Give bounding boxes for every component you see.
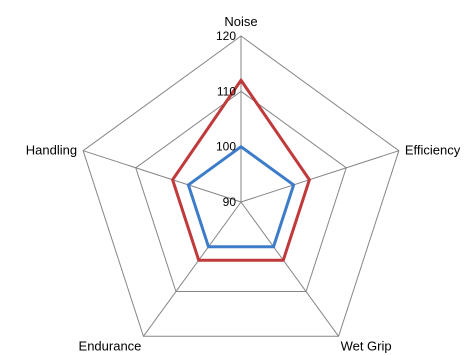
grid-spoke xyxy=(240,201,339,337)
series-line-2 xyxy=(170,77,312,262)
axis-label-handling: Handling xyxy=(26,143,77,158)
chart-series xyxy=(170,77,312,262)
grid-spoke xyxy=(143,201,242,337)
tick-label: 100 xyxy=(216,140,236,154)
series-line-1 xyxy=(186,144,296,249)
grid-spoke xyxy=(240,150,400,203)
tick-label: 110 xyxy=(217,84,236,98)
chart-grid xyxy=(82,35,400,337)
axis-label-efficiency: Efficiency xyxy=(405,143,461,158)
tick-label: 90 xyxy=(223,195,237,209)
grid-ring xyxy=(82,35,400,337)
axis-label-noise: Noise xyxy=(224,14,257,29)
tick-label: 120 xyxy=(216,29,236,43)
axis-label-wet-grip: Wet Grip xyxy=(341,338,392,353)
chart-axis-labels: Noise Efficiency Wet Grip Endurance Handling xyxy=(26,14,461,353)
axis-label-endurance: Endurance xyxy=(79,338,142,353)
grid-spoke xyxy=(82,150,242,203)
grid-ring xyxy=(135,90,347,293)
chart-tick-labels: 90 100 110 120 xyxy=(216,29,236,209)
